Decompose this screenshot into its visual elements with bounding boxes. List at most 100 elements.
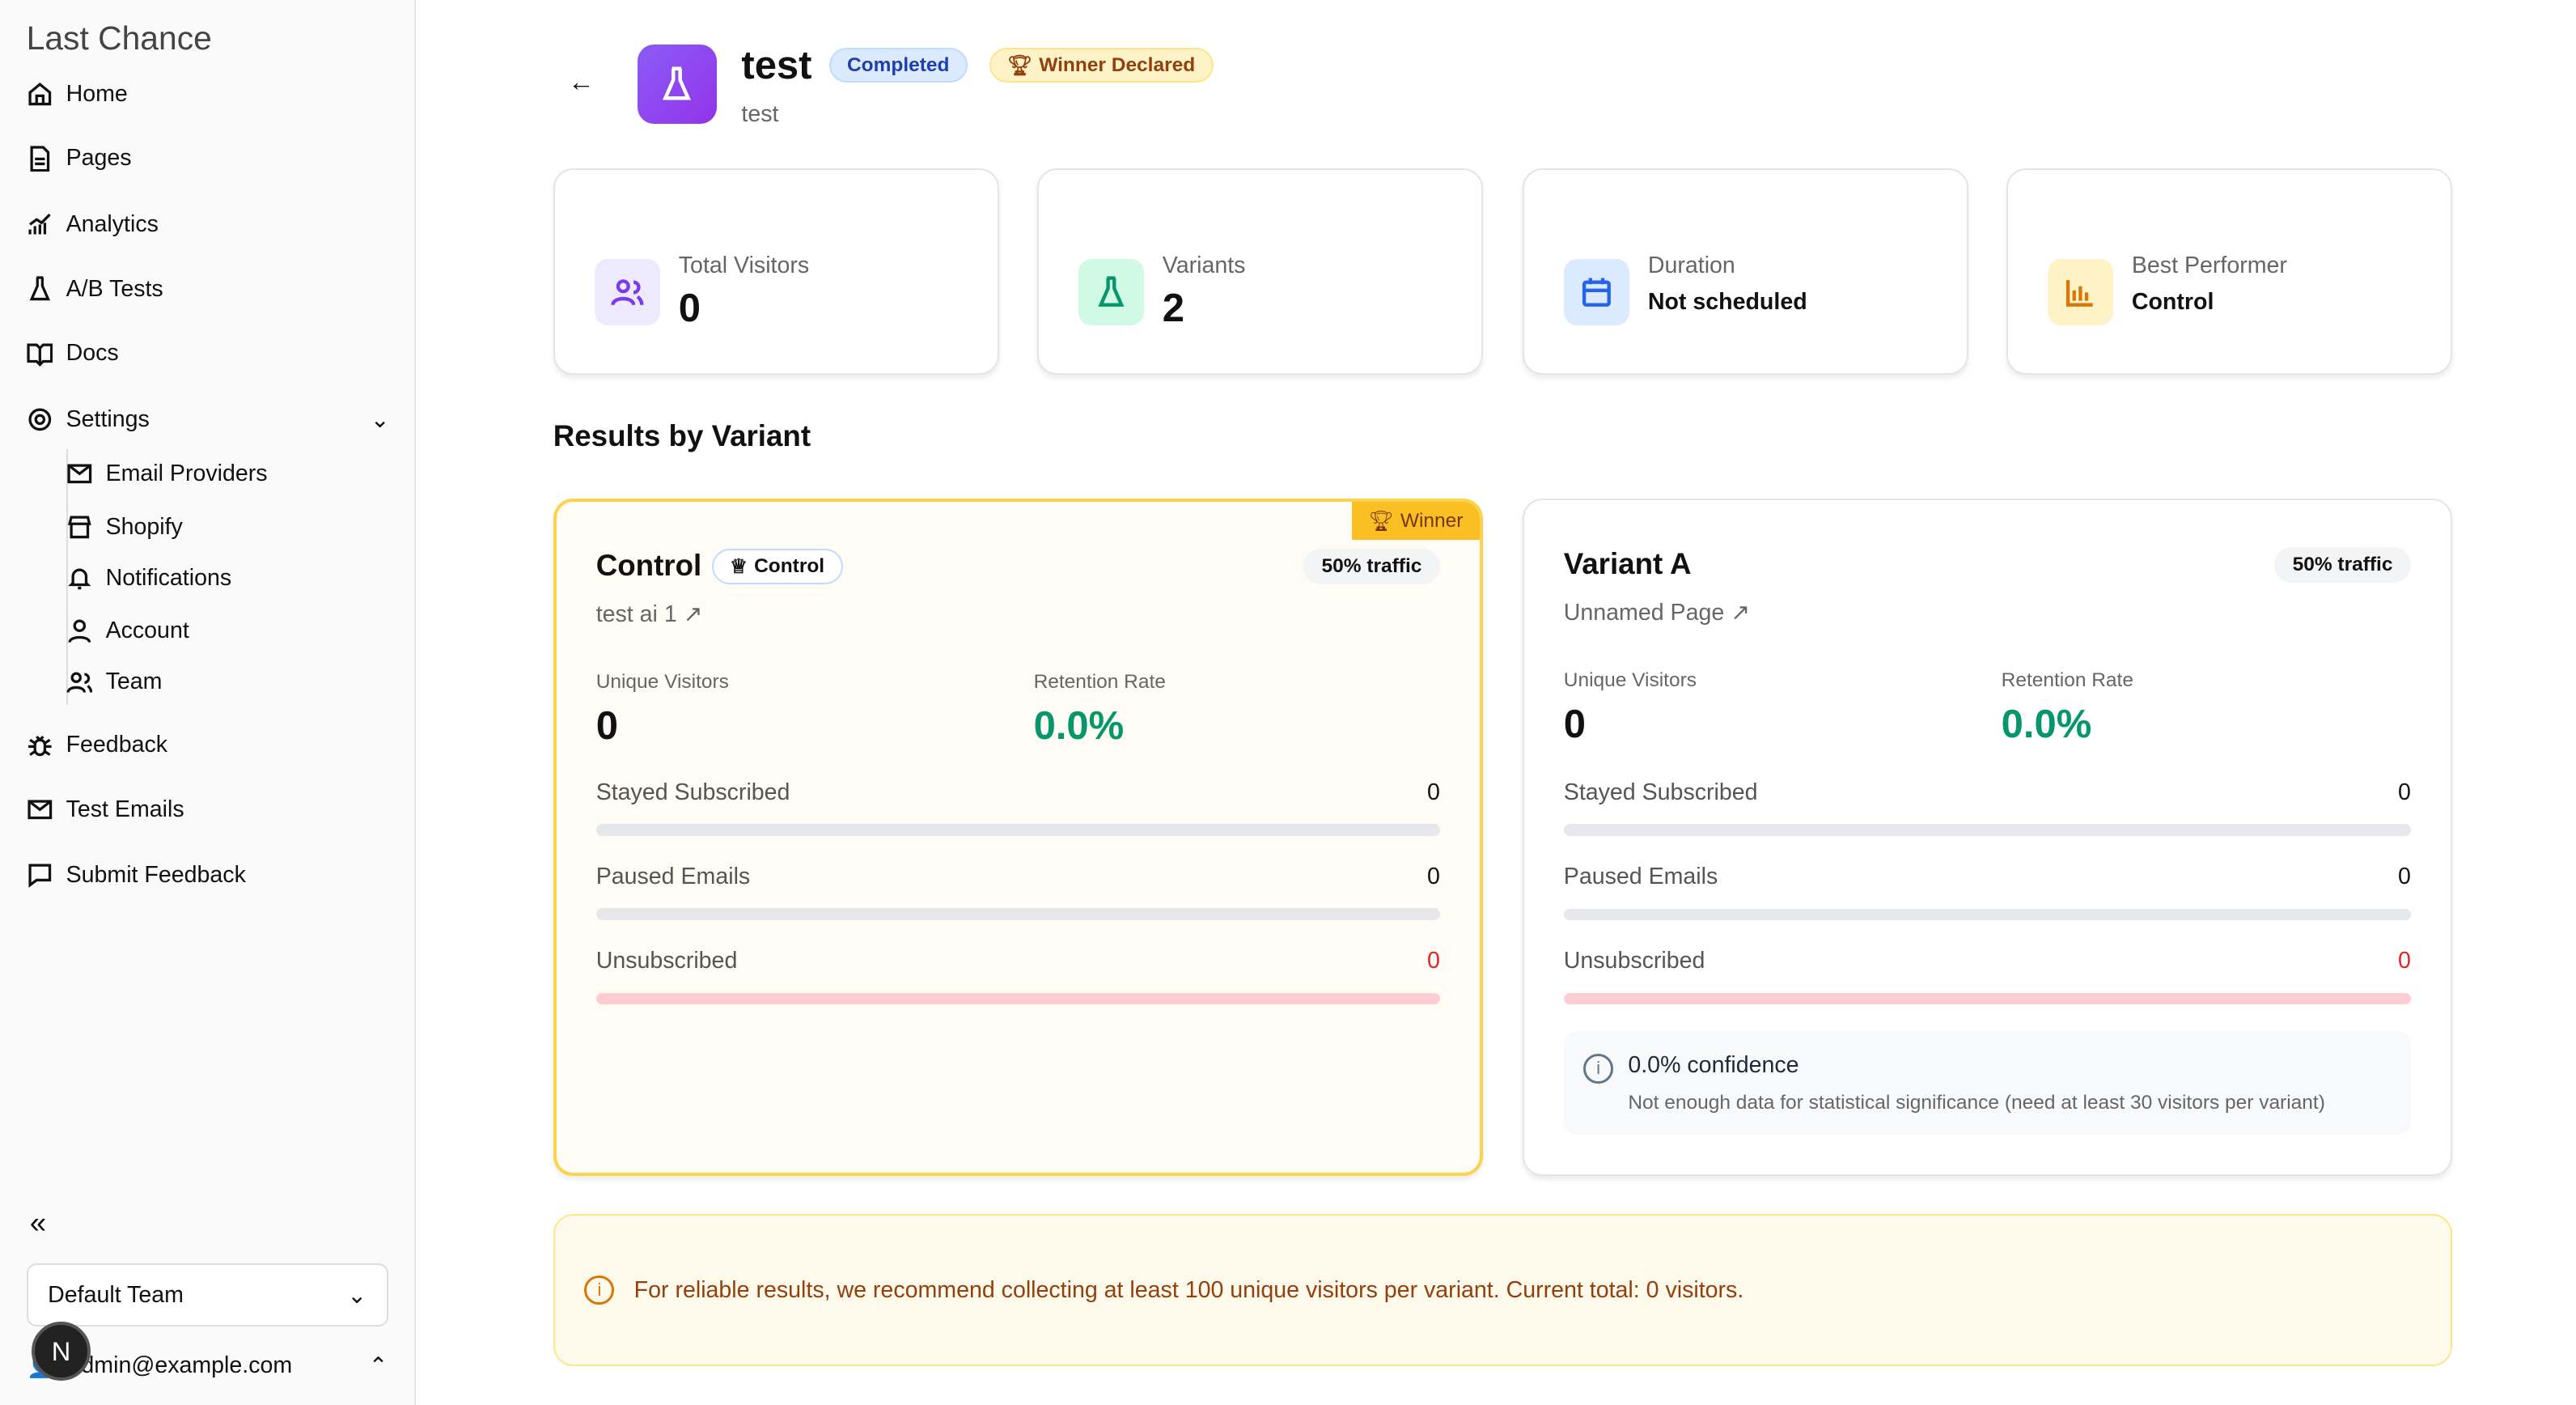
bug-icon — [28, 736, 52, 757]
mail-icon — [28, 800, 52, 819]
stat-variants: Variants 2 — [1036, 168, 1483, 376]
metric-value: 0 — [1563, 702, 1586, 747]
stat-total-visitors: Total Visitors 0 — [553, 168, 999, 376]
chevron-down-icon: ⌄ — [347, 1282, 367, 1309]
flask-icon — [637, 45, 717, 125]
progress-bar — [1563, 992, 2411, 1004]
stat-best-performer: Best Performer Control — [2006, 168, 2452, 376]
confidence-title: 0.0% confidence — [1628, 1052, 1799, 1079]
external-link-icon: ↗ — [683, 601, 703, 627]
sidebar-item-team[interactable]: Team — [66, 662, 430, 702]
stat-row: Stayed Subscribed 0 — [1564, 779, 2411, 806]
main: ← test test Completed 🏆︎ Winner Declared … — [416, 0, 2576, 1405]
label: Feedback — [66, 731, 168, 758]
page-link[interactable]: test ai 1 ↗ — [596, 600, 703, 628]
sidebar-item-docs[interactable]: Docs — [27, 333, 390, 373]
stat-value: Not scheduled — [1647, 289, 1807, 316]
crown-icon: ♕ — [729, 555, 748, 578]
label: Unsubscribed — [595, 948, 738, 974]
label: Paused Emails — [1563, 864, 1718, 890]
team-name: Default Team — [48, 1281, 184, 1308]
file-icon — [30, 146, 49, 172]
label: Account — [105, 618, 189, 644]
metric-value: 0 — [595, 704, 618, 749]
sidebar-item-submit-feedback[interactable]: Submit Feedback — [27, 855, 390, 895]
page-link[interactable]: Unnamed Page ↗ — [1564, 598, 1750, 626]
users-icon — [594, 259, 661, 325]
sidebar-item-account[interactable]: Account — [66, 611, 430, 651]
bar-chart-icon — [2047, 259, 2114, 325]
external-link-icon: ↗ — [1731, 599, 1751, 626]
flask-icon — [1078, 259, 1145, 325]
users-icon — [66, 672, 92, 693]
sidebar-item-analytics[interactable]: Analytics — [27, 205, 390, 244]
variant-name: Control — [595, 548, 702, 582]
label: Docs — [66, 340, 119, 367]
stat-row: Unsubscribed 0 — [1564, 948, 2411, 974]
sidebar-item-home[interactable]: Home — [27, 74, 390, 114]
sidebar-item-notifications[interactable]: Notifications — [66, 558, 430, 598]
variant-card-a: Variant A 50% traffic Unnamed Page ↗ Uni… — [1522, 499, 2452, 1177]
stat-row: Paused Emails 0 — [596, 864, 1440, 890]
confidence-box: i 0.0% confidence Not enough data for stat… — [1563, 1030, 2411, 1135]
sidebar: Last Chance Home Pages Analytics A/B Tes… — [0, 0, 417, 1405]
dev-indicator-button[interactable]: N — [31, 1321, 91, 1382]
back-arrow-icon[interactable]: ← — [568, 66, 595, 96]
message-icon — [28, 864, 51, 889]
metric-value: 0.0% — [1033, 704, 1125, 749]
stat-row: Paused Emails 0 — [1564, 864, 2411, 890]
team-select[interactable]: Default Team ⌄ — [26, 1263, 388, 1326]
user-icon — [68, 619, 91, 643]
value: 0 — [1426, 779, 1440, 806]
label: Winner Declared — [1039, 53, 1196, 76]
value: 0 — [2398, 864, 2411, 890]
winner-badge: 🏆︎ Winner Declared — [989, 48, 1214, 83]
progress-bar — [595, 824, 1440, 836]
metric-label: Retention Rate — [2001, 669, 2133, 691]
sidebar-item-test-emails[interactable]: Test Emails — [27, 790, 390, 830]
sidebar-item-email-providers[interactable]: Email Providers — [66, 454, 430, 494]
label: Team — [105, 669, 163, 695]
gear-icon — [28, 408, 51, 431]
stat-row: Unsubscribed 0 — [596, 948, 1440, 974]
label: Shopify — [105, 513, 183, 540]
confidence-note: Not enough data for statistical signific… — [1628, 1092, 2325, 1114]
status-badge: Completed — [828, 48, 968, 83]
label: Pages — [66, 145, 132, 172]
metric-value: 0.0% — [2001, 702, 2092, 747]
label: Stayed Subscribed — [595, 779, 790, 806]
book-icon — [27, 343, 53, 367]
value: 0 — [1426, 948, 1440, 974]
home-icon — [28, 82, 51, 106]
label: Control — [754, 554, 825, 577]
stat-label: Total Visitors — [678, 253, 810, 279]
traffic-badge: 50% traffic — [2274, 546, 2411, 584]
progress-bar — [1563, 824, 2411, 836]
label: Stayed Subscribed — [1563, 779, 1758, 806]
mail-icon — [67, 464, 91, 484]
sidebar-item-pages[interactable]: Pages — [27, 138, 390, 178]
sidebar-item-feedback[interactable]: Feedback — [27, 725, 390, 765]
value: 0 — [2398, 779, 2411, 806]
info-icon: i — [584, 1275, 615, 1305]
label: Winner — [1400, 509, 1464, 532]
variant-name: Variant A — [1563, 546, 1692, 580]
label: test ai 1 — [595, 601, 677, 627]
winner-tag: 🏆︎ Winner — [1352, 502, 1480, 540]
sidebar-item-settings[interactable]: Settings ⌄ — [27, 400, 390, 439]
calendar-icon — [1563, 259, 1630, 325]
sidebar-item-ab-tests[interactable]: A/B Tests — [27, 270, 390, 309]
label: Analytics — [66, 211, 159, 238]
label: Unnamed Page — [1563, 599, 1725, 626]
label: Email Providers — [105, 461, 268, 487]
trophy-icon: 🏆︎ — [1368, 510, 1394, 533]
value: 0 — [2398, 948, 2411, 974]
bell-icon — [67, 568, 91, 590]
stat-label: Best Performer — [2131, 253, 2287, 279]
trophy-icon: 🏆︎ — [1006, 54, 1033, 77]
collapse-sidebar-icon[interactable]: « — [29, 1205, 47, 1239]
flask-icon — [29, 276, 50, 301]
sidebar-item-shopify[interactable]: Shopify — [66, 507, 430, 547]
section-title: Results by Variant — [553, 419, 811, 453]
progress-bar — [1563, 908, 2411, 920]
